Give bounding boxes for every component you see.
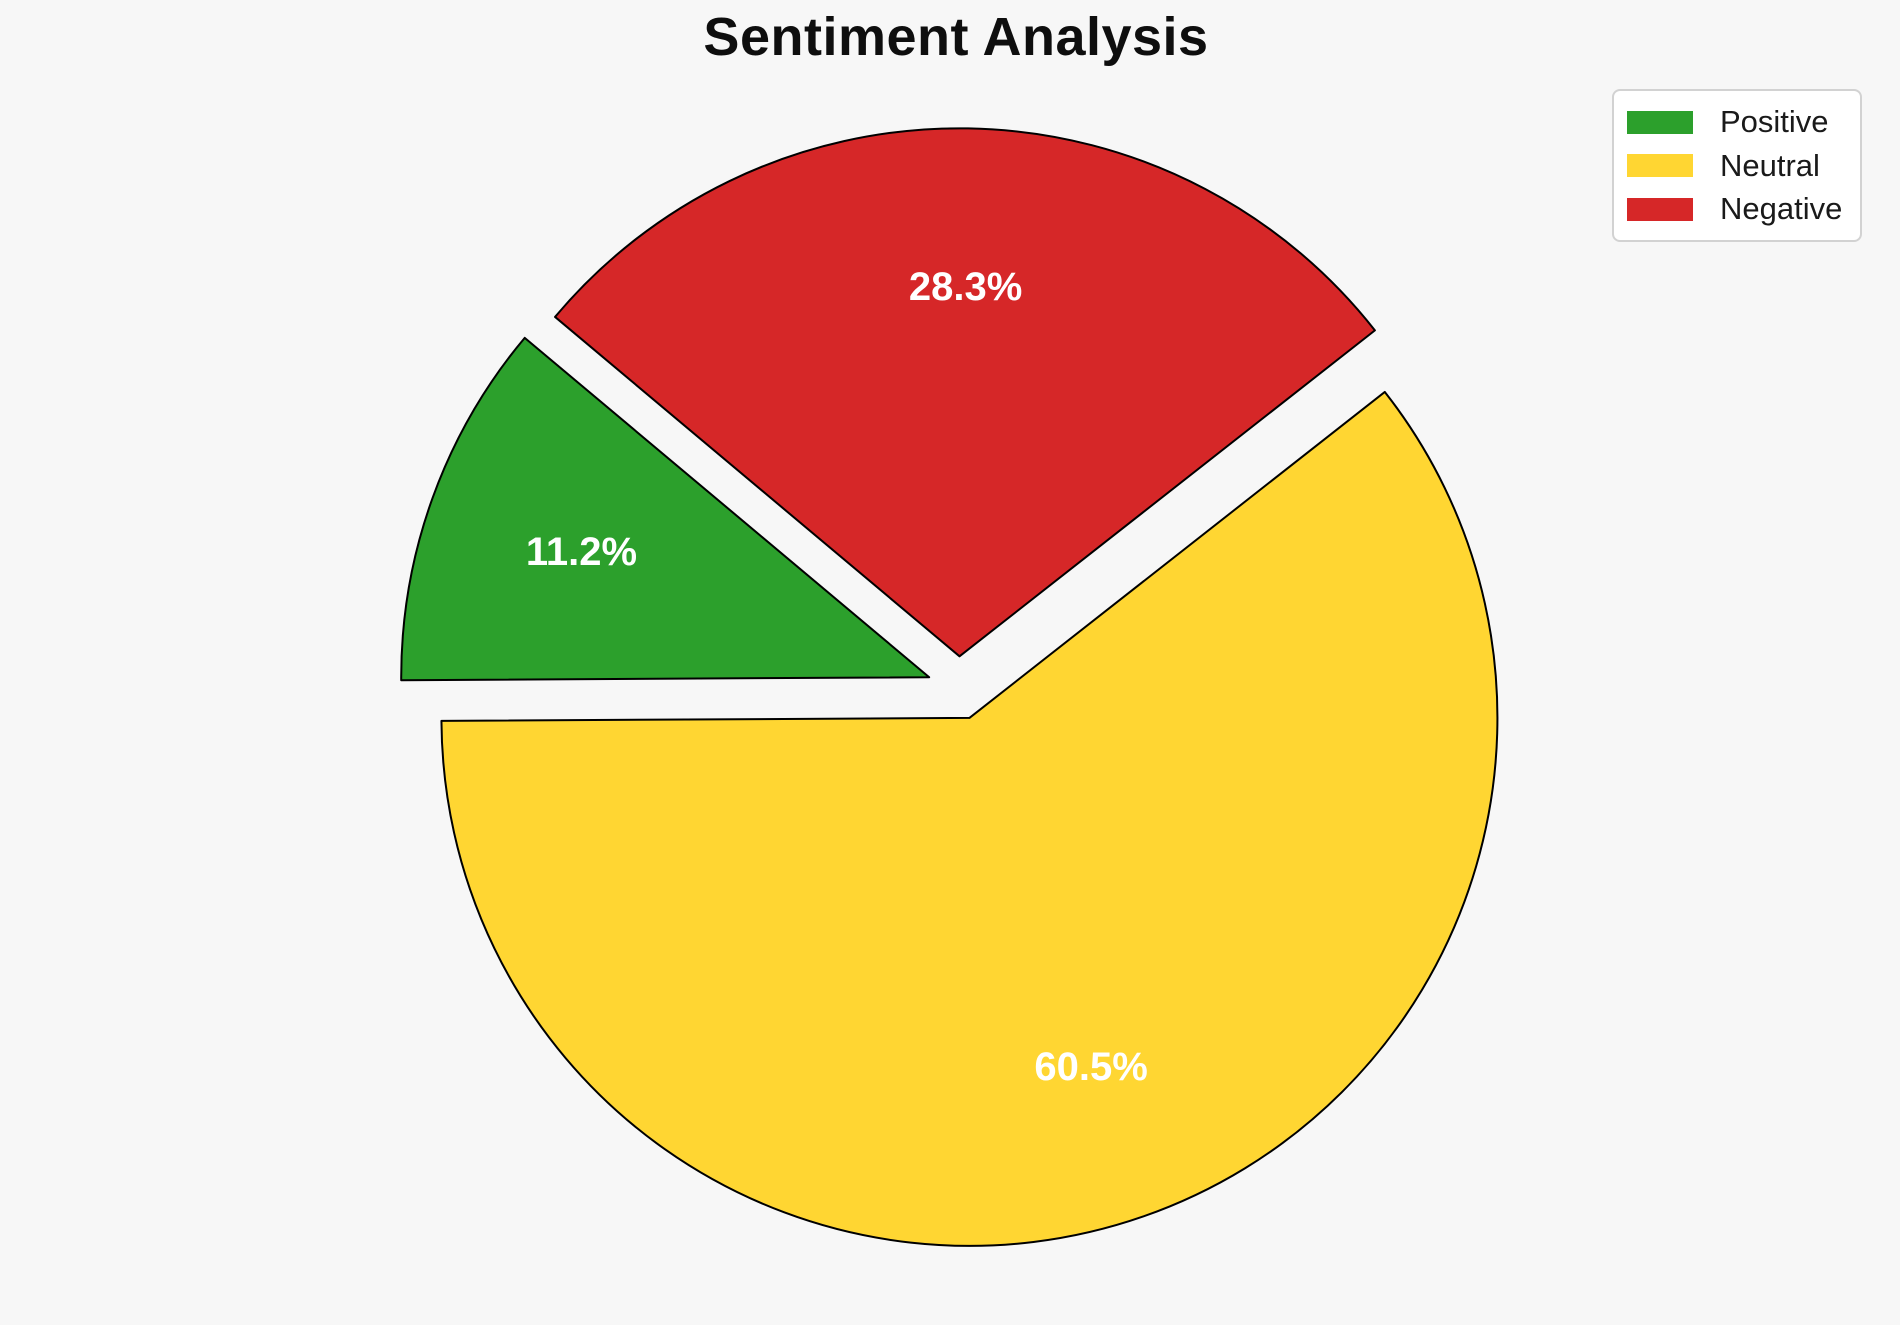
legend-item-negative: Negative — [1627, 188, 1860, 230]
legend-label-positive: Positive — [1720, 104, 1829, 139]
chart-title: Sentiment Analysis — [703, 7, 1209, 67]
legend-label-neutral: Neutral — [1720, 147, 1820, 183]
legend-label-negative: Negative — [1720, 191, 1843, 226]
pie-slice-pct-positive: 11.2% — [526, 530, 637, 574]
pie-slice-negative — [554, 127, 1376, 658]
legend-swatch-positive — [1627, 110, 1693, 134]
legend-swatch-negative — [1627, 197, 1693, 221]
legend-box: Positive Neutral Negative — [1612, 89, 1862, 242]
pie-slice-pct-neutral: 60.5% — [1034, 1045, 1147, 1089]
legend-swatch-neutral — [1627, 154, 1693, 177]
pie-slice-pct-negative: 28.3% — [909, 265, 1022, 309]
legend-item-neutral: Neutral — [1627, 145, 1860, 187]
pie-slice-neutral — [440, 390, 1499, 1247]
pie-slice-positive — [400, 336, 931, 682]
legend-item-positive: Positive — [1627, 101, 1860, 143]
